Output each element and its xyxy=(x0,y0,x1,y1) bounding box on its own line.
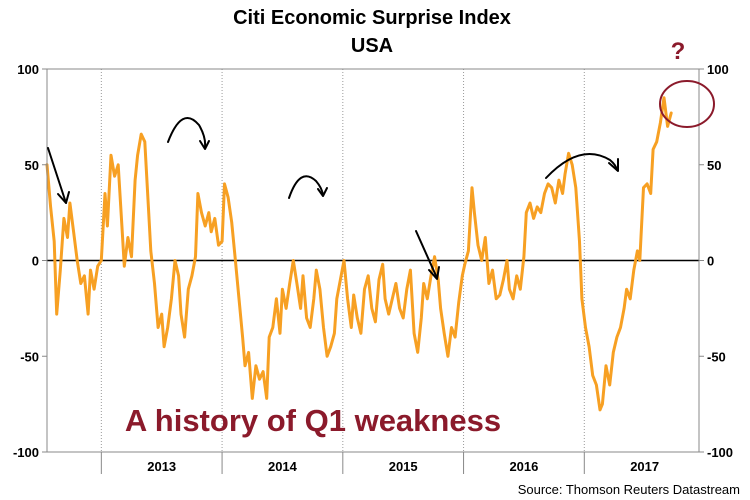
y-tick-label-left: 0 xyxy=(32,254,39,269)
x-tick-label-2013: 2013 xyxy=(147,459,176,474)
y-tick-label-left: -100 xyxy=(13,445,39,460)
surprise-index-line xyxy=(45,96,673,412)
question-mark-annotation: ? xyxy=(671,38,686,65)
arrowhead-2014 xyxy=(317,187,328,197)
arrowhead-2016 xyxy=(608,158,619,172)
y-tick-label-right: 50 xyxy=(707,158,721,173)
annotation-arrows xyxy=(47,117,619,280)
arrow-annotation-2016 xyxy=(545,153,618,179)
y-tick-label-left: -50 xyxy=(20,349,39,364)
y-tick-label-left: 50 xyxy=(25,158,39,173)
year-gridlines xyxy=(100,69,585,452)
x-tick-label-2016: 2016 xyxy=(509,459,538,474)
chart-title: Citi Economic Surprise Index xyxy=(233,7,511,29)
y-axis-right: -100 -50 0 50 100 xyxy=(699,62,733,460)
y-axis-left: -100 -50 0 50 100 xyxy=(13,62,47,460)
x-tick-label-2017: 2017 xyxy=(630,459,659,474)
arrowhead-2012 xyxy=(57,191,70,204)
x-tick-label-2014: 2014 xyxy=(268,459,298,474)
x-axis: 2013 2014 2015 2016 2017 xyxy=(100,452,659,474)
y-tick-label-right: -50 xyxy=(707,349,726,364)
source-note: Source: Thomson Reuters Datastream xyxy=(518,482,740,497)
arrow-annotation-2013 xyxy=(167,117,207,148)
y-tick-label-left: 100 xyxy=(17,62,39,77)
y-tick-label-right: 0 xyxy=(707,254,714,269)
arrowhead-2015 xyxy=(428,266,440,280)
series-layer xyxy=(45,96,673,412)
chart-subtitle: USA xyxy=(351,35,393,57)
q1-weakness-annotation: A history of Q1 weakness xyxy=(125,403,501,438)
y-tick-label-right: -100 xyxy=(707,445,733,460)
arrow-annotation-2015 xyxy=(415,230,438,279)
arrow-annotation-2014 xyxy=(288,175,324,199)
y-tick-label-right: 100 xyxy=(707,62,729,77)
arrow-annotation-2012 xyxy=(47,147,67,204)
highlight-circle xyxy=(659,80,715,128)
x-tick-label-2015: 2015 xyxy=(389,459,418,474)
arrowhead-2013 xyxy=(199,140,210,150)
